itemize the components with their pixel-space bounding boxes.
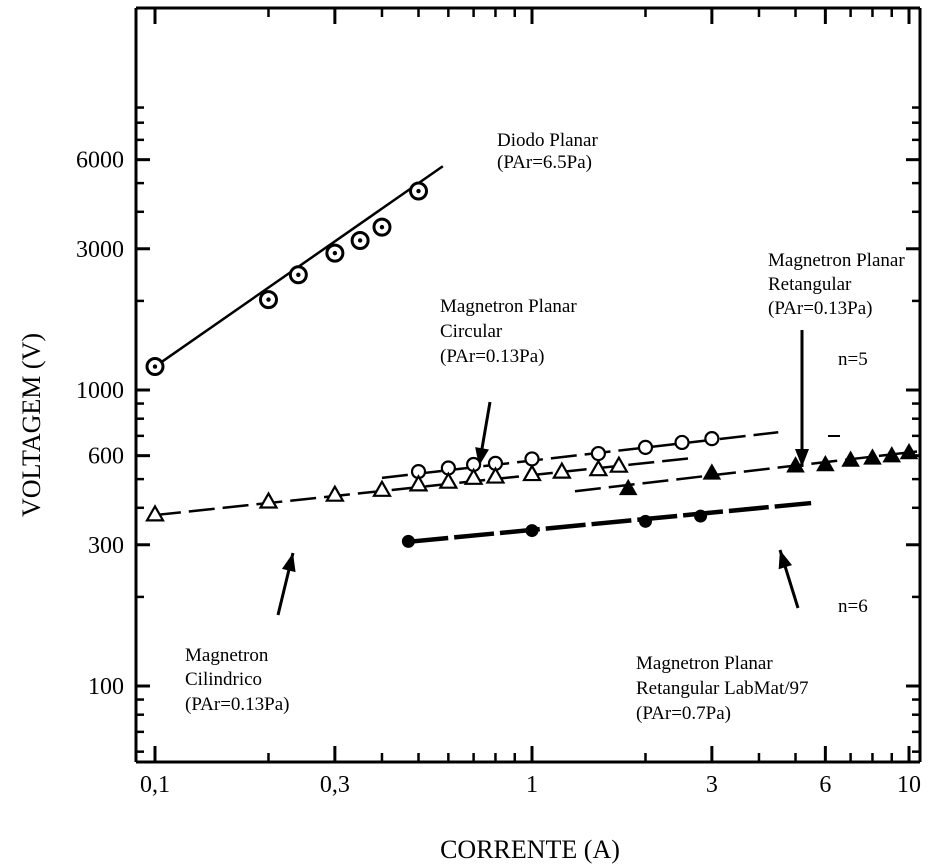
series-4-point <box>816 455 835 472</box>
series-4-line <box>574 450 918 493</box>
y-tick-label: 1000 <box>76 378 124 404</box>
arrow-cilindrico <box>276 552 296 616</box>
annotation-text: n=5 <box>838 349 868 370</box>
series-1-point <box>325 243 345 263</box>
series-3-point <box>608 455 629 473</box>
y-tick-label: 3000 <box>76 237 124 263</box>
series-3-point <box>588 458 609 477</box>
plot-frame <box>134 6 922 764</box>
series-2-point <box>674 434 690 451</box>
series-3-point <box>485 466 506 484</box>
series-1-point <box>350 230 370 250</box>
series-4-point <box>618 478 638 496</box>
series-3-line <box>154 456 695 517</box>
series-5-point <box>525 524 539 538</box>
series-4-point <box>882 446 902 463</box>
annotation-text: Cilindrico <box>185 669 262 690</box>
y-tick-label: 300 <box>88 533 124 559</box>
y-tick-label: 600 <box>88 444 124 470</box>
series-5-point <box>694 509 708 523</box>
series-5-line <box>408 500 812 545</box>
series-3-point <box>372 479 392 497</box>
series-4-point <box>702 463 722 480</box>
series-3-point <box>551 461 572 479</box>
x-tick-label: 3 <box>706 772 718 798</box>
series-3-point <box>463 467 484 485</box>
series-3-point <box>324 484 345 502</box>
annotation-text: Retangular LabMat/97 <box>636 678 809 699</box>
series-1-point <box>258 290 278 310</box>
series-1-point <box>372 217 392 237</box>
y-axis-title: VOLTAGEM (V) <box>17 333 46 517</box>
series-3-point <box>438 471 459 489</box>
annotation-text: Diodo Planar <box>497 130 598 151</box>
series-4-point <box>786 456 805 473</box>
series-3-point <box>408 474 429 492</box>
series-markers <box>145 181 919 548</box>
series-4-point <box>899 442 919 460</box>
series-5-point <box>401 534 415 548</box>
series-3-point <box>522 463 542 482</box>
series-4-point <box>863 448 882 465</box>
x-tick-label: 0,1 <box>140 772 170 798</box>
annotation-text: n=6 <box>838 596 868 617</box>
series-3-point <box>258 491 279 509</box>
x-tick-label: 6 <box>819 772 831 798</box>
annotation-text: Magnetron Planar <box>768 250 905 271</box>
annotation-text: Circular <box>440 321 503 342</box>
annotation-arrows <box>276 330 840 616</box>
series-5-point <box>638 514 652 528</box>
axis-ticks <box>136 8 920 762</box>
series-2-point <box>704 431 720 447</box>
annotations: Diodo Planar(PAr=6.5Pa) Magnetron Planar C… <box>185 130 905 724</box>
annotation-text: (PAr=0.7Pa) <box>636 703 731 724</box>
annotation-text: (PAr=0.13Pa) <box>768 298 873 319</box>
x-tick-label: 0,3 <box>320 772 350 798</box>
annotation-text: Magnetron <box>185 645 269 666</box>
annotation-text: Magnetron Planar <box>636 653 773 674</box>
tick-labels: 0,1 0,3 1 3 6 10 100 300 600 1000 3000 6000 <box>76 148 921 798</box>
series-1-point <box>409 181 429 201</box>
x-tick-label: 1 <box>526 772 538 798</box>
y-tick-label: 6000 <box>76 148 124 174</box>
x-tick-label: 10 <box>897 772 921 798</box>
arrow-circular <box>475 401 492 467</box>
series-2-point <box>637 439 654 455</box>
series-1-point <box>145 357 165 377</box>
series-4-point <box>841 450 860 467</box>
annotation-text: Magnetron Planar <box>440 296 577 317</box>
annotation-text: (PAr=0.13Pa) <box>440 346 545 367</box>
series-3-point <box>145 504 165 522</box>
annotation-text: (PAr=0.13Pa) <box>185 694 290 715</box>
series-2-point <box>590 445 606 462</box>
annotation-text: Retangular <box>768 274 852 295</box>
annotation-text: (PAr=6.5Pa) <box>497 152 592 173</box>
arrow-labmat <box>778 549 800 609</box>
y-tick-label: 100 <box>88 674 124 700</box>
x-axis-title: CORRENTE (A) <box>440 835 620 864</box>
series-1-point <box>288 265 308 285</box>
arrow-retangular <box>795 330 809 467</box>
series-2-point <box>524 451 540 467</box>
